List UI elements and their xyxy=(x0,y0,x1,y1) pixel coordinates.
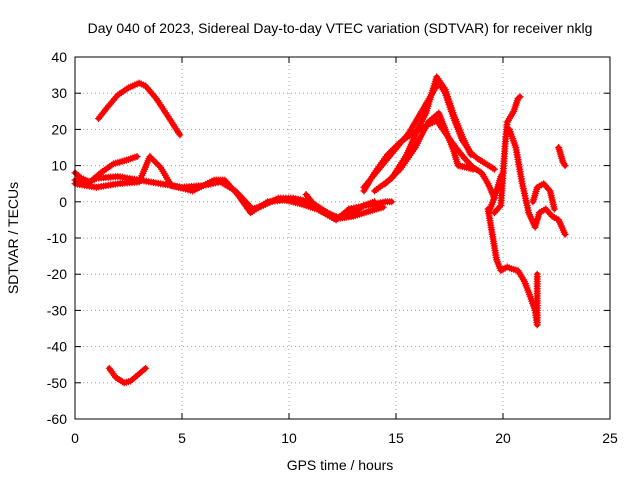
series-late-bump xyxy=(529,180,558,213)
data-point-marker xyxy=(467,151,475,159)
series-spur-19h xyxy=(486,169,507,213)
data-point-marker xyxy=(155,162,163,170)
data-point-marker xyxy=(390,172,398,180)
y-tick-label: -40 xyxy=(47,339,67,355)
series-rise-4 xyxy=(381,109,477,188)
series-arc-bottom-left xyxy=(105,364,150,387)
grid-layer xyxy=(75,57,610,419)
x-tick-label: 20 xyxy=(495,430,511,446)
data-point-marker xyxy=(150,157,158,165)
data-point-marker xyxy=(489,164,497,172)
y-tick-label: -10 xyxy=(47,230,67,246)
data-point-marker xyxy=(133,153,141,161)
y-tick-label: 10 xyxy=(51,158,67,174)
data-point-marker xyxy=(388,173,396,181)
data-point-marker xyxy=(154,160,162,168)
x-tick-label: 0 xyxy=(71,430,79,446)
y-tick-label: 0 xyxy=(59,194,67,210)
data-point-marker xyxy=(499,169,507,177)
y-tick-label: -60 xyxy=(47,411,67,427)
data-point-marker xyxy=(140,366,148,374)
series-late-tail xyxy=(555,144,569,170)
data-point-marker xyxy=(469,165,477,173)
y-tick-label: 20 xyxy=(51,121,67,137)
data-point-marker xyxy=(515,94,523,102)
y-tick-label: 30 xyxy=(51,85,67,101)
data-point-marker xyxy=(149,156,157,164)
x-tick-label: 15 xyxy=(388,430,404,446)
x-tick-label: 25 xyxy=(602,430,618,446)
y-tick-label: 40 xyxy=(51,49,67,65)
tick-layer: -60 -50 -40 -30 -20 -10 0 10 20 30 40 0 5 10 15 20 25 xyxy=(47,49,618,446)
chart-title: Day 040 of 2023, Sidereal Day-to-day VTE… xyxy=(88,20,593,36)
data-point-marker xyxy=(393,168,401,176)
data-point-marker xyxy=(395,167,403,175)
data-point-marker xyxy=(146,153,154,161)
data-point-marker xyxy=(142,364,150,372)
y-axis-label: SDTVAR / TECUs xyxy=(5,182,21,294)
series-late-arc xyxy=(505,125,569,238)
x-axis-label: GPS time / hours xyxy=(287,457,394,473)
y-tick-label: -50 xyxy=(47,375,67,391)
data-point-marker xyxy=(550,205,558,213)
data-point-marker xyxy=(385,176,393,184)
data-point-marker xyxy=(386,175,394,183)
data-point-marker xyxy=(388,198,396,206)
data-point-marker xyxy=(381,180,389,188)
y-tick-label: -30 xyxy=(47,302,67,318)
data-point-marker xyxy=(490,165,498,173)
series-arc-top-left xyxy=(95,79,184,139)
data-point-marker xyxy=(176,131,184,139)
y-tick-label: -20 xyxy=(47,266,67,282)
x-tick-label: 10 xyxy=(281,430,297,446)
data-point-marker xyxy=(391,170,399,178)
data-point-marker xyxy=(561,162,569,170)
series-scatter-20h xyxy=(484,205,541,329)
data-point-marker xyxy=(379,203,387,211)
x-tick-label: 5 xyxy=(178,430,186,446)
data-point-marker xyxy=(516,93,524,101)
data-point-marker xyxy=(383,178,391,186)
series-layer xyxy=(71,73,569,387)
series-band-d xyxy=(302,191,387,222)
data-point-marker xyxy=(152,159,160,167)
data-point-marker xyxy=(147,154,155,162)
data-point-marker xyxy=(533,270,541,278)
data-point-marker xyxy=(561,230,569,238)
